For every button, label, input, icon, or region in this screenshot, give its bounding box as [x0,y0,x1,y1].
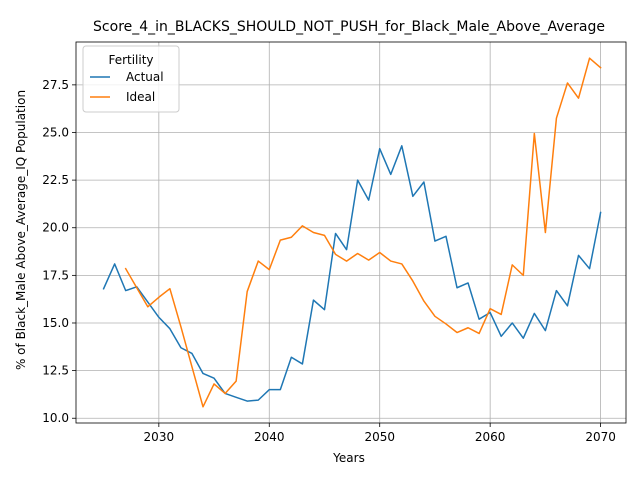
x-tick-label: 2070 [585,430,616,444]
y-tick-label: 10.0 [42,411,69,425]
y-tick-label: 22.5 [42,173,69,187]
legend-title: Fertility [108,53,153,67]
y-tick-label: 27.5 [42,78,69,92]
y-axis-label: % of Black_Male Above_Average_IQ Populat… [14,90,28,370]
x-tick-label: 2060 [475,430,506,444]
x-axis-label: Years [332,451,365,465]
series-line-ideal [124,57,602,408]
legend: Fertility Actual Ideal [82,45,180,113]
y-tick-label: 20.0 [42,221,69,235]
axes-frame [75,41,627,424]
y-tick-label: 25.0 [42,125,69,139]
grid-lines [76,42,626,423]
series-line-actual [102,145,602,402]
chart-title: Score_4_in_BLACKS_SHOULD_NOT_PUSH_for_Bl… [93,19,605,35]
y-tick-label: 17.5 [42,268,69,282]
y-tick-label: 12.5 [42,364,69,378]
x-tick-label: 2050 [364,430,395,444]
legend-label-actual: Actual [126,70,164,84]
legend-box [82,45,180,113]
x-axis-ticks: 2030 2040 2050 2060 2070 [144,423,616,444]
x-tick-label: 2040 [254,430,285,444]
x-tick-label: 2030 [144,430,175,444]
y-axis-ticks: 10.0 12.5 15.0 17.5 20.0 22.5 25.0 27.5 [42,78,76,425]
legend-label-ideal: Ideal [126,90,155,104]
series-layer [102,57,602,408]
y-tick-label: 15.0 [42,316,69,330]
